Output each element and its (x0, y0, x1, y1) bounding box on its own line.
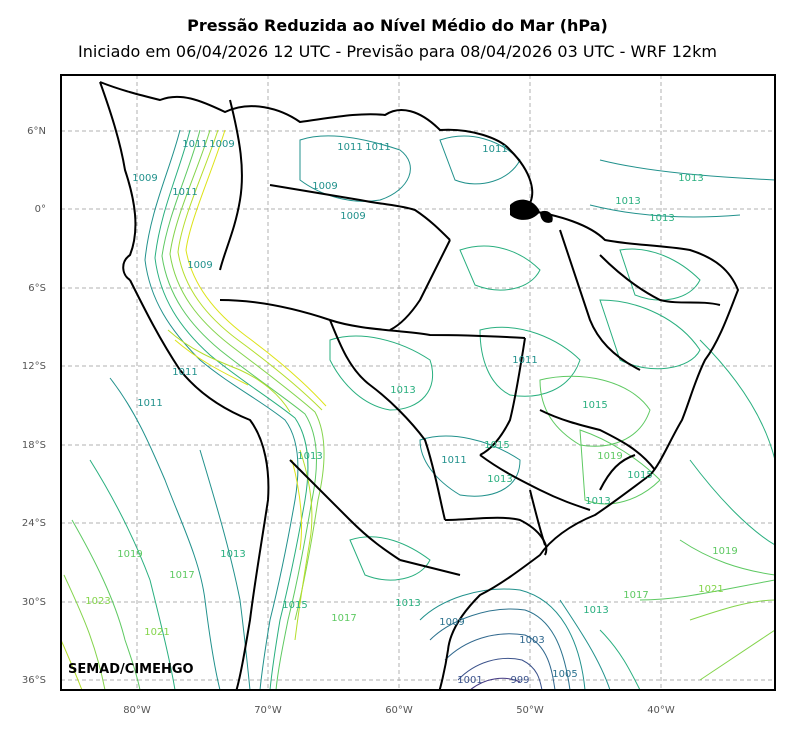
contour-label: 1011 (172, 187, 197, 198)
contour-label: 1011 (182, 139, 207, 150)
map-frame (60, 74, 776, 691)
low-pressure-system (419, 588, 586, 690)
contour-label: 1011 (365, 142, 390, 153)
contour-label: 1019 (712, 546, 737, 557)
contour-label: 1003 (519, 635, 544, 646)
contour-label: 1013 (297, 451, 322, 462)
contour-label: 1013 (487, 474, 512, 485)
map-title: Pressão Reduzida ao Nível Médio do Mar (… (187, 16, 608, 35)
contour-label: 1023 (85, 596, 110, 607)
contour-label: 1011 (441, 455, 466, 466)
credit-label: SEMAD/CIMEHGO (68, 662, 194, 677)
lat-label: 6°N (27, 126, 46, 137)
lat-label: 6°S (28, 283, 46, 294)
lat-label: 0° (35, 204, 46, 215)
contour-label: 1009 (187, 260, 212, 271)
lon-label: 70°W (254, 705, 282, 716)
contour-label: 1009 (340, 211, 365, 222)
contour-label: 1013 (390, 385, 415, 396)
lat-label: 12°S (22, 361, 46, 372)
gridlines (61, 75, 775, 690)
lat-label: 24°S (22, 518, 46, 529)
contour-label: 1009 (209, 139, 234, 150)
contour-label: 1013 (220, 549, 245, 560)
contour-label: 1011 (172, 367, 197, 378)
country-borders (99, 81, 739, 690)
contour-label: 1005 (552, 669, 577, 680)
longitude-labels: 80°W 70°W 60°W 50°W 40°W (123, 705, 675, 716)
contour-label: 1021 (698, 584, 723, 595)
lon-label: 80°W (123, 705, 151, 716)
contour-label: 1009 (132, 173, 157, 184)
lon-label: 50°W (516, 705, 544, 716)
contour-label: 1011 (137, 398, 162, 409)
lat-label: 18°S (22, 440, 46, 451)
contour-label: 1009 (439, 617, 464, 628)
lon-label: 60°W (385, 705, 413, 716)
contour-label: 1019 (597, 451, 622, 462)
contour-label: 1011 (337, 142, 362, 153)
lon-label: 40°W (647, 705, 675, 716)
contour-label: 1013 (615, 196, 640, 207)
map-subtitle: Iniciado em 06/04/2026 12 UTC - Previsão… (78, 42, 717, 61)
contour-label: 1011 (512, 355, 537, 366)
andes-contours (144, 129, 327, 690)
amazon-delta (510, 199, 553, 223)
contour-label: 1013 (583, 605, 608, 616)
contour-label: 1019 (117, 549, 142, 560)
lat-label: 30°S (22, 597, 46, 608)
latitude-labels: 6°N 0° 6°S 12°S 18°S 24°S 30°S 36°S (22, 126, 46, 686)
contour-label: 1013 (649, 213, 674, 224)
contour-label: 1017 (169, 570, 194, 581)
contour-label: 1015 (484, 440, 509, 451)
contour-label: 1009 (312, 181, 337, 192)
lat-label: 36°S (22, 675, 46, 686)
contour-label: 1011 (482, 144, 507, 155)
contour-label: 1015 (582, 400, 607, 411)
contour-label: 1015 (627, 470, 652, 481)
isobars-pacific (61, 377, 251, 690)
contour-label: 1013 (678, 173, 703, 184)
contour-label: 1017 (623, 590, 648, 601)
isobars-atlantic (559, 159, 775, 690)
contour-label: 1021 (144, 627, 169, 638)
contour-label: 1013 (585, 496, 610, 507)
contour-label: 1015 (282, 600, 307, 611)
contour-label: 1017 (331, 613, 356, 624)
contour-label: 999 (510, 675, 529, 686)
contour-label: 1013 (395, 598, 420, 609)
contour-label: 1001 (457, 675, 482, 686)
